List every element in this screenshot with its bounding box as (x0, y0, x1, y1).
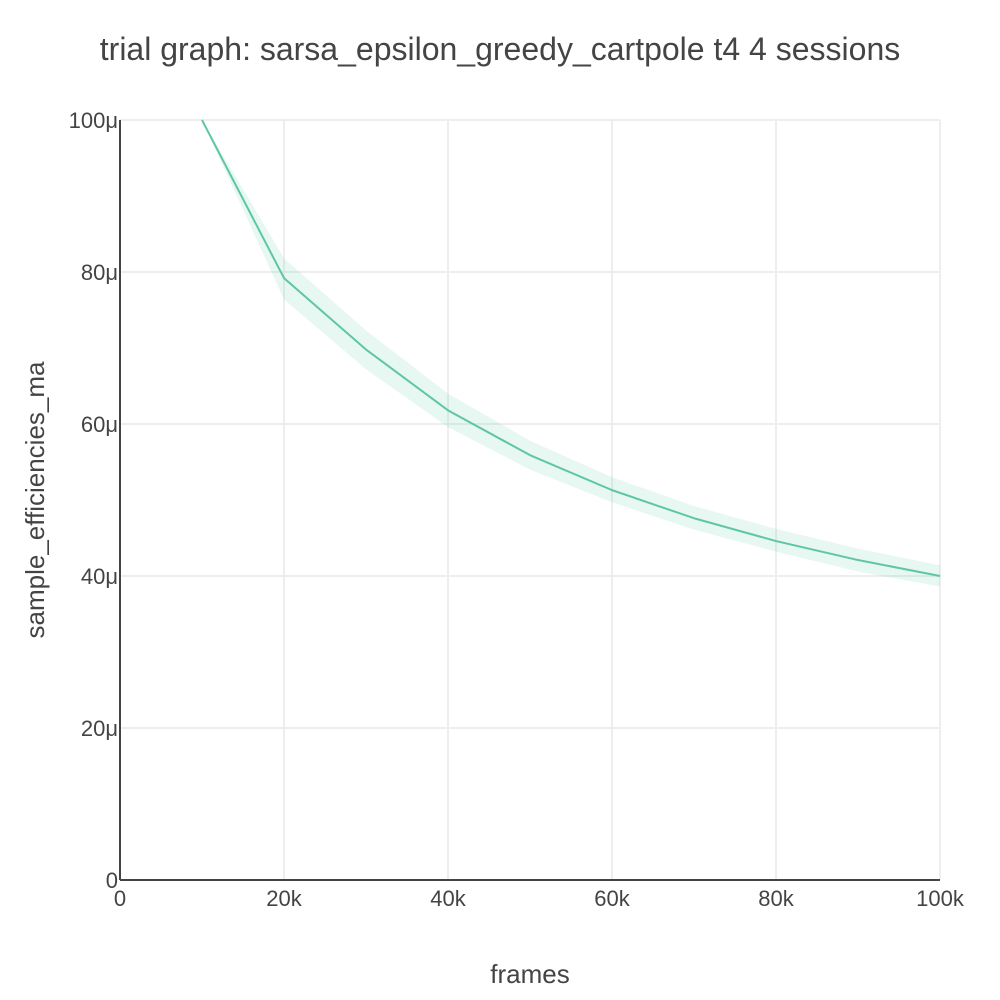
tick-label-layer: 0 20k 40k 60k 80k 100k 0 20μ 40μ 60μ 80μ 100μ (69, 108, 965, 911)
x-tick-label: 40k (430, 886, 466, 911)
series-line-layer (201, 119, 941, 577)
axis-layer (119, 120, 940, 881)
y-tick-label: 40μ (81, 564, 118, 589)
x-tick-label: 0 (114, 886, 126, 911)
x-tick-label: 20k (266, 886, 302, 911)
y-tick-label: 100μ (69, 108, 118, 133)
confidence-band-layer (202, 120, 940, 587)
chart-title: trial graph: sarsa_epsilon_greedy_cartpo… (100, 31, 900, 67)
y-axis-title: sample_efficiencies_ma (20, 361, 50, 639)
x-tick-label: 80k (758, 886, 794, 911)
x-axis-title: frames (490, 959, 569, 989)
series-line (201, 119, 941, 577)
grid-layer (120, 119, 941, 880)
x-tick-label: 60k (594, 886, 630, 911)
y-tick-label: 60μ (81, 412, 118, 437)
y-tick-label: 80μ (81, 260, 118, 285)
y-tick-label: 0 (106, 868, 118, 893)
y-tick-label: 20μ (81, 716, 118, 741)
x-tick-label: 100k (916, 886, 965, 911)
confidence-band (202, 120, 940, 587)
